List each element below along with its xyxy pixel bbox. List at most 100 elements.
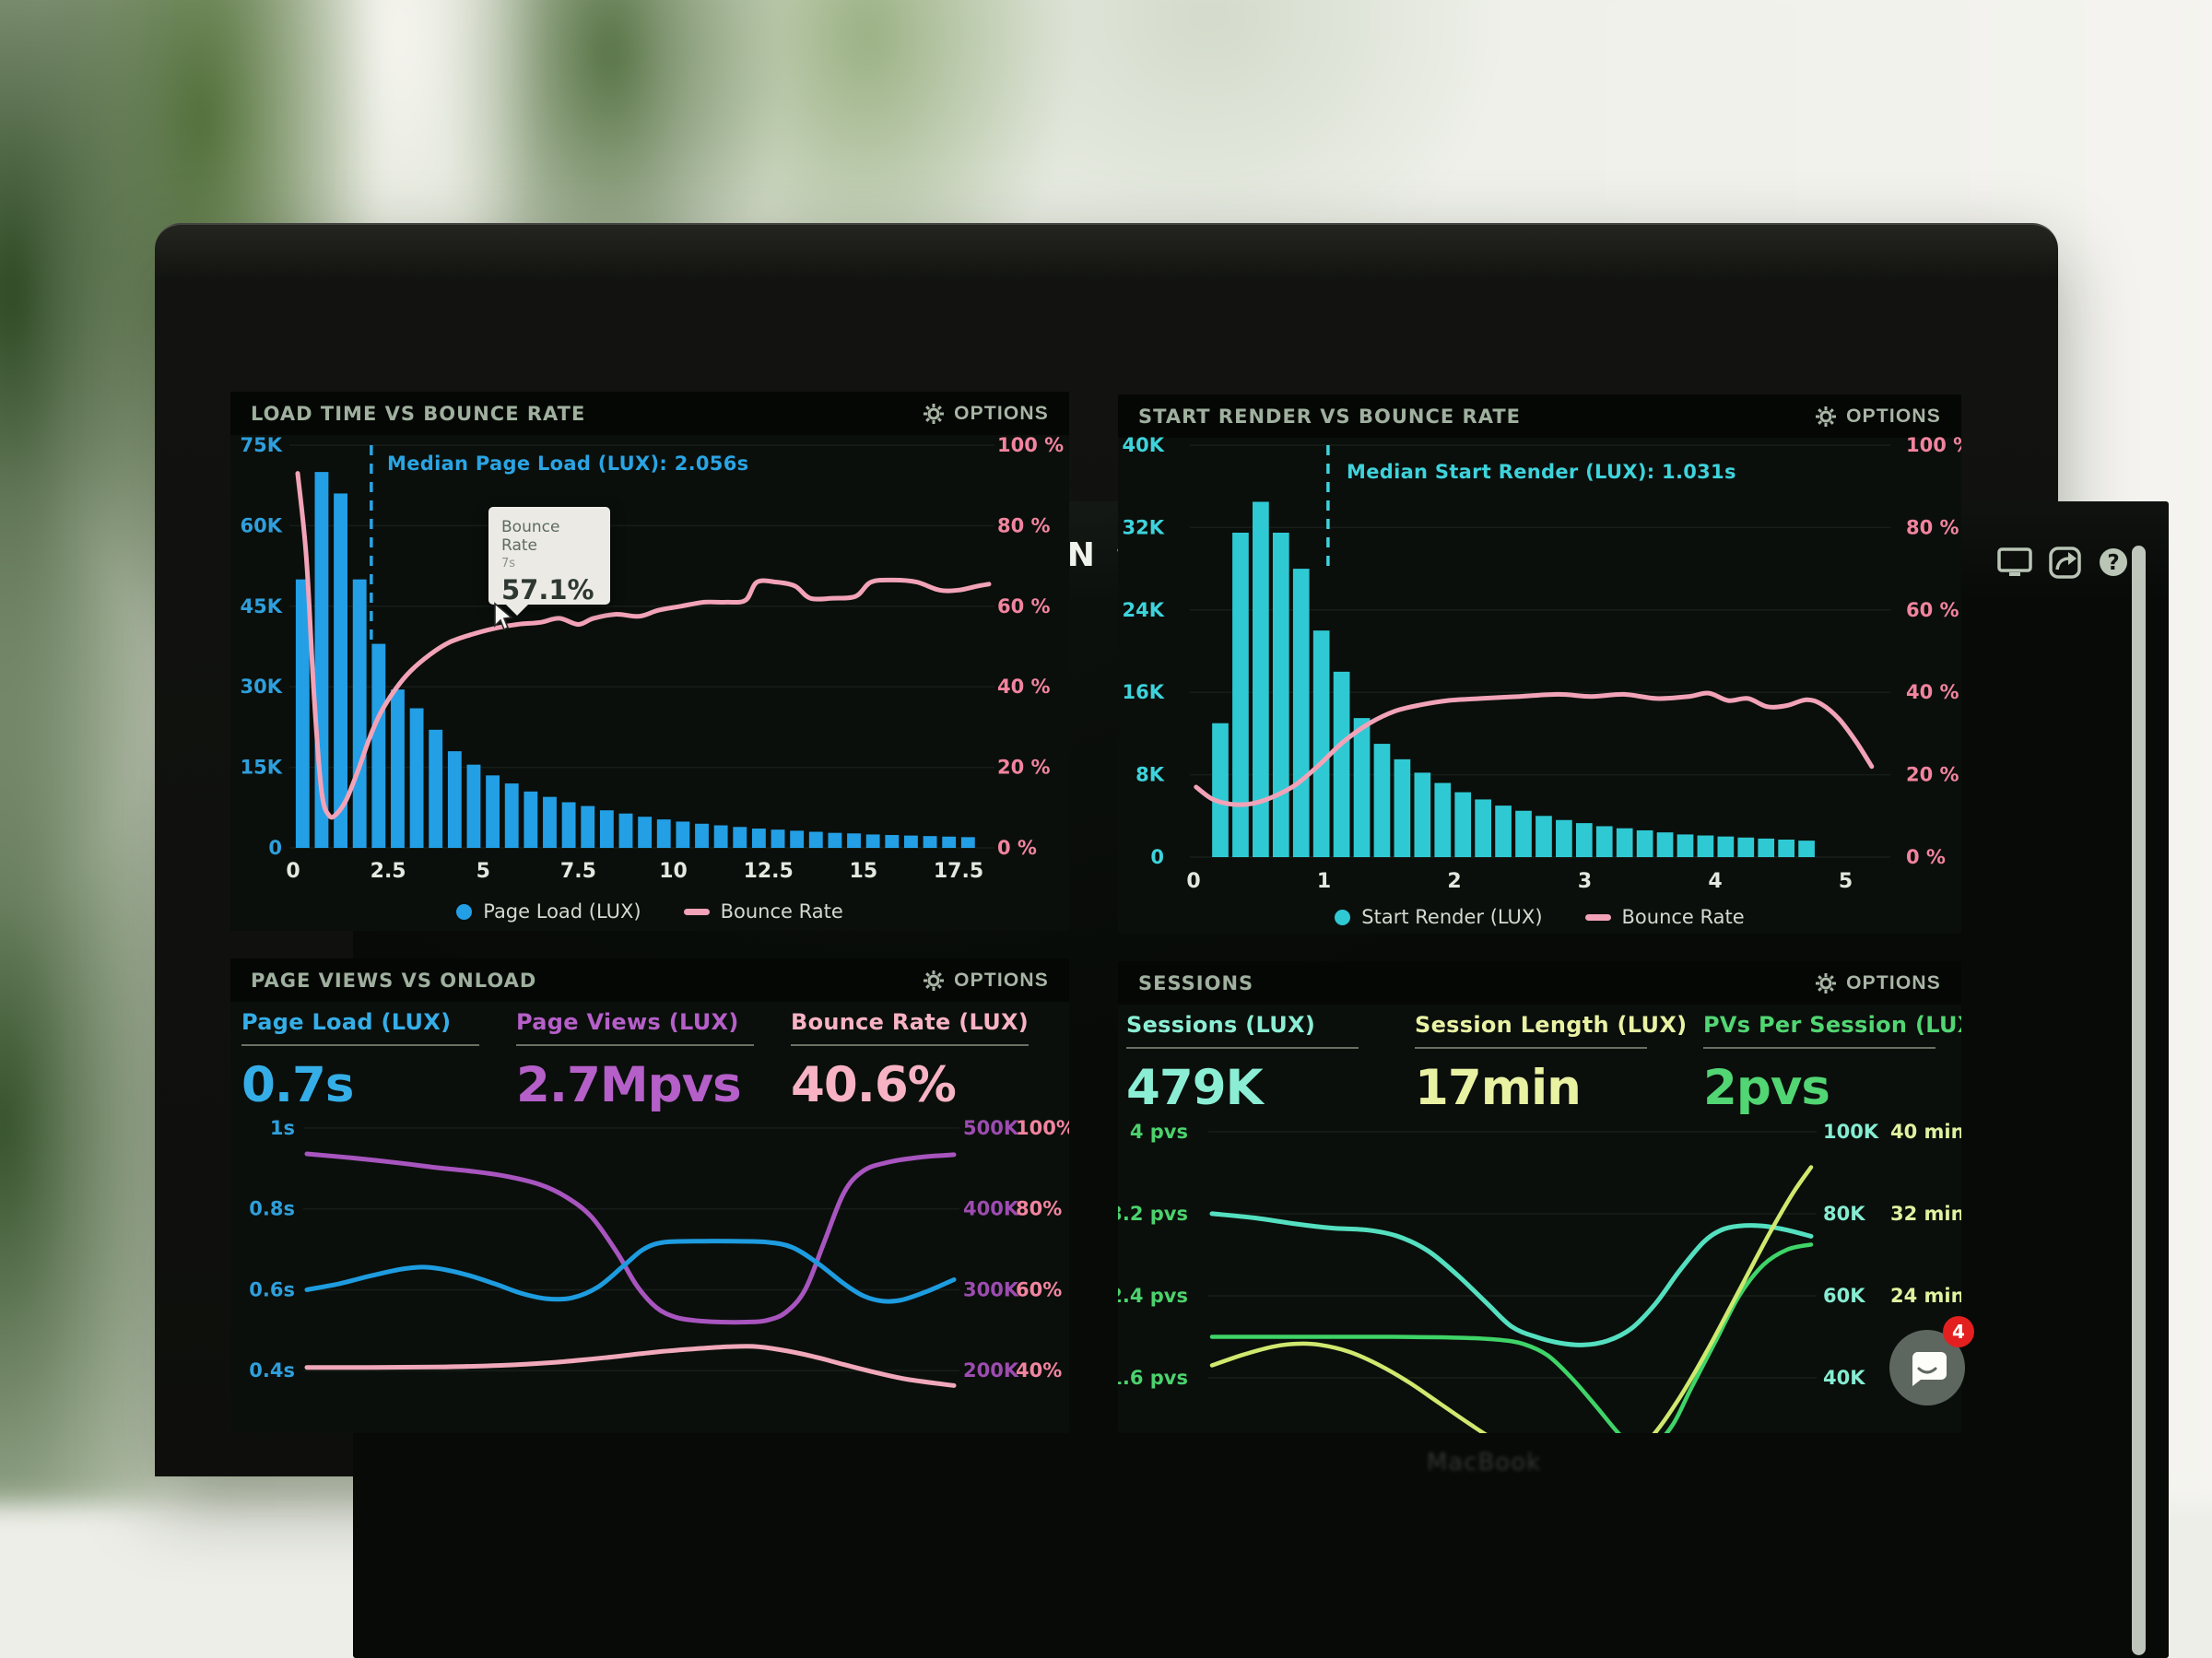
- panel-start-render-vs-bounce-rate: START RENDER VS BOUNCE RATE OPTIONS 40K 3…: [1118, 394, 1961, 934]
- y-axis-tick-right: 80 %: [1906, 516, 1959, 538]
- metric-label: Bounce Rate (LUX): [791, 1009, 1030, 1035]
- tooltip-value: 57.1%: [501, 574, 594, 606]
- metric-value: 2pvs: [1703, 1060, 1830, 1116]
- y-axis-tick-right: 100 %: [1906, 434, 1961, 456]
- bar: [429, 729, 443, 848]
- bar: [409, 708, 424, 848]
- metric-page-load-lux-: Page Load (LUX) 0.7s: [241, 1009, 516, 1113]
- y-axis-tick-left: 3.2 pvs: [1118, 1203, 1188, 1225]
- bar: [599, 810, 614, 848]
- metric-label: Session Length (LUX): [1415, 1012, 1688, 1038]
- bar: [1778, 840, 1795, 857]
- metric-label: Page Views (LUX): [516, 1009, 739, 1035]
- bar: [295, 579, 310, 848]
- options-label: OPTIONS: [954, 969, 1049, 991]
- x-axis-tick: 0: [286, 860, 300, 883]
- chat-widget-button[interactable]: [1889, 1330, 1965, 1405]
- bar: [942, 836, 957, 848]
- bar: [1656, 832, 1674, 857]
- x-axis-tick: 0: [1186, 870, 1200, 893]
- legend-dash-icon: [683, 908, 710, 915]
- y-axis-tick-left: 30K: [241, 676, 283, 698]
- bar: [1575, 823, 1593, 857]
- metric-label: Page Load (LUX): [241, 1009, 452, 1035]
- legend-item: Page Load (LUX): [456, 900, 641, 923]
- y-axis-tick-left: 0.4s: [249, 1359, 295, 1382]
- x-axis-tick: 1: [1317, 870, 1331, 893]
- y-axis-tick-right: 40%: [1016, 1359, 1062, 1382]
- help-icon[interactable]: ?: [2098, 547, 2129, 578]
- bar: [1414, 772, 1431, 857]
- bar: [352, 579, 367, 848]
- series-line-bounce-rate: [1194, 690, 1875, 807]
- y-axis-tick-right: 100 %: [997, 434, 1064, 456]
- metrics-row: Page Load (LUX) 0.7s Page Views (LUX) 2.7Mp…: [241, 1009, 1065, 1113]
- legend-item: Start Render (LUX): [1335, 906, 1543, 928]
- options-button[interactable]: OPTIONS: [923, 970, 1049, 992]
- options-button[interactable]: OPTIONS: [1815, 972, 1941, 994]
- y-axis-tick-left: 2.4 pvs: [1118, 1285, 1188, 1307]
- y-axis-tick-right: 80K: [1823, 1203, 1865, 1225]
- y-axis-tick-left: 32K: [1123, 516, 1165, 538]
- bar: [524, 791, 538, 848]
- legend-label: Bounce Rate: [720, 900, 843, 923]
- display-icon[interactable]: [1996, 547, 2033, 578]
- bar: [1292, 569, 1310, 857]
- options-label: OPTIONS: [954, 402, 1049, 424]
- panel-title: LOAD TIME VS BOUNCE RATE: [251, 402, 586, 425]
- gear-icon: [924, 970, 945, 991]
- y-axis-tick-right: 20 %: [997, 757, 1051, 779]
- bar: [808, 831, 823, 848]
- metric-value: 17min: [1415, 1060, 1582, 1116]
- share-icon[interactable]: [2049, 546, 2082, 579]
- y-axis-tick-right: 300K: [963, 1278, 1019, 1300]
- options-button[interactable]: OPTIONS: [1815, 406, 1941, 428]
- bar: [334, 493, 347, 848]
- y-axis-tick-right: 0 %: [997, 837, 1037, 859]
- metric-divider: [1703, 1047, 1936, 1049]
- load-time-chart[interactable]: 75K 60K 45K 30K 15K 0 100 % 80 % 60 % 40 % 20 % 0 %…: [230, 429, 1069, 894]
- sessions-chart[interactable]: 4 pvs 3.2 pvs 2.4 pvs 1.6 pvs 100K 40 min 80K 3…: [1118, 1109, 1961, 1433]
- x-axis-tick: 2: [1447, 870, 1461, 893]
- chat-unread-badge: 4: [1943, 1316, 1974, 1347]
- y-axis-tick-left: 15K: [241, 757, 283, 779]
- options-button[interactable]: OPTIONS: [923, 403, 1049, 425]
- bar: [1333, 671, 1350, 857]
- legend-dot-icon: [1335, 909, 1351, 925]
- legend-dot-icon: [456, 903, 473, 920]
- bar: [371, 643, 386, 848]
- scrollbar[interactable]: [2132, 546, 2146, 1655]
- x-axis-tick: 2.5: [371, 860, 406, 883]
- legend-item: Bounce Rate: [683, 900, 843, 923]
- laptop-brand-text: MacBook: [1426, 1449, 1542, 1476]
- x-axis-tick: 4: [1708, 870, 1722, 893]
- gear-icon: [924, 403, 945, 424]
- panel-page-views-vs-onload: PAGE VIEWS VS ONLOAD OPTIONS Page Load (…: [230, 958, 1069, 1433]
- chart-legend: Page Load (LUX) Bounce Rate: [230, 900, 1069, 923]
- y-axis-tick-left: 24K: [1123, 599, 1165, 621]
- bar: [695, 823, 709, 848]
- bar: [828, 832, 842, 848]
- mouse-cursor: [494, 602, 513, 631]
- start-render-chart[interactable]: 40K 32K 24K 16K 8K 0 100 % 80 % 60 % 40 % 20 % 0 % 0…: [1118, 431, 1962, 897]
- bar: [1636, 829, 1653, 857]
- bar: [1272, 532, 1289, 857]
- bar: [713, 825, 728, 848]
- bar: [1616, 828, 1633, 857]
- metric-divider: [241, 1044, 479, 1046]
- x-axis-tick: 7.5: [560, 860, 596, 883]
- bar: [1475, 799, 1491, 857]
- metric-divider: [1415, 1047, 1647, 1049]
- y-axis-tick-right: 60K: [1823, 1285, 1865, 1307]
- bar: [1535, 816, 1552, 857]
- bar: [751, 829, 766, 848]
- bar: [1595, 826, 1613, 857]
- metric-value: 2.7Mpvs: [516, 1057, 742, 1113]
- bar: [486, 775, 500, 848]
- bar: [1556, 819, 1572, 857]
- metric-label: Sessions (LUX): [1126, 1012, 1316, 1038]
- bar: [504, 783, 519, 848]
- bar: [1253, 501, 1269, 857]
- bar: [656, 819, 671, 848]
